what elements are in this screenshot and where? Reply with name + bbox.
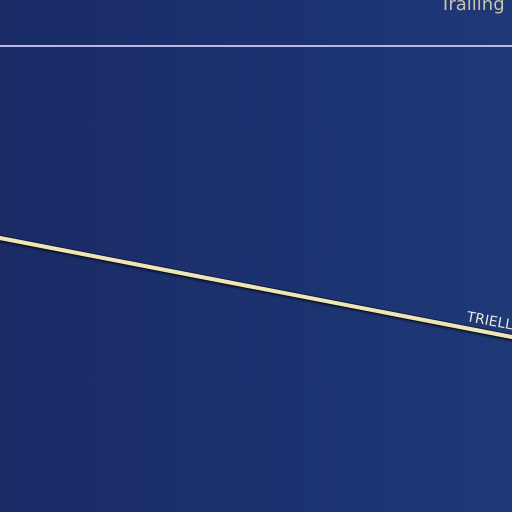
series-line-triell — [0, 236, 512, 339]
series-layer — [0, 235, 512, 340]
trailing-label: Trailing — [439, 0, 505, 15]
